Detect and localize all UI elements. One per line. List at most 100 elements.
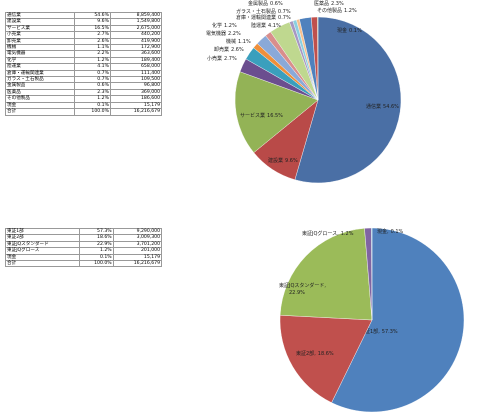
pie-slice [371,227,373,321]
table-cell: 440,200 [109,31,163,39]
label-separator: , [314,351,316,357]
data-label: 小売業 2.7% [207,55,237,62]
data-label: 陸運業 4.1% [251,22,281,29]
data-label: 化学 1.2% [212,22,237,29]
table-row: 東証2部 18.6% 3,009,300 [5,234,163,242]
data-label: サービス業 16.5% [240,112,283,119]
table-row: 化学 1.2% 189,400 [4,56,163,65]
data-table: 東証1部 57.3% 9,290,000 東証2部 18.6% 3,009,300 東証JQ… [5,227,163,268]
table-cell: 172,900 [109,43,163,52]
data-label: 東証2部, 18.6% [296,350,334,357]
pie-slice [317,16,319,101]
table-row: 電気機器 2.2% 363,600 [4,50,163,58]
pie-slice [331,227,465,413]
table-row: 東証JQスタンダード 22.9% 3,701,200 [5,240,163,249]
table-cell: 化学 [4,56,76,65]
table-cell: 電気機器 [4,50,76,58]
label-category: 現金 [377,228,387,235]
pie-slice [279,315,373,403]
label-category: 東証1部 [360,328,378,335]
table-cell: 倉庫・運輸関連業 [4,69,76,78]
table-row: 卸売業 2.6% 419,900 [4,37,163,46]
label-value: 16.5% [267,113,283,119]
label-value: 2.3% [331,1,344,7]
table-cell: 東証JQグロース [5,247,80,255]
table-cell: 189,400 [109,56,163,65]
label-separator: , [378,329,380,335]
label-value: 0.7% [278,9,291,15]
table-row: 合計 100.0% 16,216,679 [5,259,163,268]
data-label: 現金 0.1% [337,27,362,34]
data-label: 現金, 0.1% [377,228,404,235]
table-cell: ガラス・土石製品 [4,76,76,84]
table-cell: 東証1部 [5,227,80,236]
label-value: 0.7% [278,15,291,21]
label-category: 小売業 [207,55,222,62]
label-category: 現金 [337,27,347,34]
pie-slice [234,71,319,153]
label-category: 東証JQスタンダード [279,282,324,289]
label-value: 4.1% [268,23,281,29]
data-label: 建設業 9.6% [268,157,298,164]
table-cell: 3,009,300 [112,234,163,242]
table-cell: 小売業 [4,31,76,39]
label-value: 1.2% [341,231,354,237]
data-label: 倉庫・運輸関連業 0.7% [236,14,291,21]
label-value: 54.6% [383,104,399,110]
table-row: 東証1部 57.3% 9,290,000 [5,227,163,236]
table-cell: 201,000 [112,247,163,255]
table-cell: 東証JQスタンダード [5,240,80,249]
data-label: 東証JQグロース, 1.2% [302,230,354,237]
table-cell: 16,216,679 [112,259,163,268]
label-category: ガラス・土石製品 [236,8,276,15]
label-value: 9.6% [285,158,298,164]
label-value: 22.9% [289,290,305,296]
table-row: 機械 1.1% 172,900 [4,43,163,52]
label-category: 化学 [212,22,222,29]
data-label: 機械 1.1% [226,38,251,45]
table-cell: 9,290,000 [112,227,163,236]
data-label: 卸売業 2.6% [214,46,244,53]
table-cell: 合計 [4,108,76,116]
label-category: 東証2部 [296,350,314,357]
label-category: 通信業 [366,103,381,110]
data-label: その他製品 1.2% [317,7,357,14]
label-separator: , [387,229,389,235]
table-row: 小売業 2.7% 440,200 [4,31,163,39]
label-category: 東証JQグロース [302,230,337,237]
label-category: 建設業 [268,157,283,164]
label-category: 医薬品 [314,0,329,7]
label-value: 2.2% [228,31,241,37]
data-label: 東証1部, 57.3% [360,328,398,335]
label-value: 1.1% [238,39,251,45]
pie-slice [279,228,373,321]
table-cell: 東証2部 [5,234,80,242]
label-value: 0.1% [349,28,362,34]
label-value: 1.2% [344,8,357,14]
table-cell: 16,216,679 [109,108,163,116]
label-value: 0.1% [391,229,404,235]
label-value: 2.7% [224,56,237,62]
label-category: サービス業 [240,112,265,119]
label-separator: , [324,283,326,289]
label-category: 卸売業 [214,46,229,53]
data-table: 通信業 54.6% 8,859,400 建設業 9.6% 1,549,800 サービス業 16… [4,11,163,116]
label-category: 倉庫・運輸関連業 [236,14,276,21]
label-category: 機械 [226,38,236,45]
table-row: 合計 100.0% 16,216,679 [4,108,163,116]
table-cell: 3,701,200 [112,240,163,249]
data-label: 東証JQスタンダード, 22.9% [279,282,326,296]
table-cell: 合計 [5,259,80,268]
label-category: 電気機器 [206,30,226,37]
label-value: 0.6% [270,1,283,7]
label-category: 陸運業 [251,22,266,29]
label-category: その他製品 [317,7,342,14]
pie-slice [294,16,402,184]
label-separator: , [337,231,339,237]
data-label: ガラス・土石製品 0.7% [236,8,291,15]
table-cell: 419,900 [109,37,163,46]
label-value: 1.2% [224,23,237,29]
table-cell: 363,600 [109,50,163,58]
label-value: 2.6% [231,47,244,53]
